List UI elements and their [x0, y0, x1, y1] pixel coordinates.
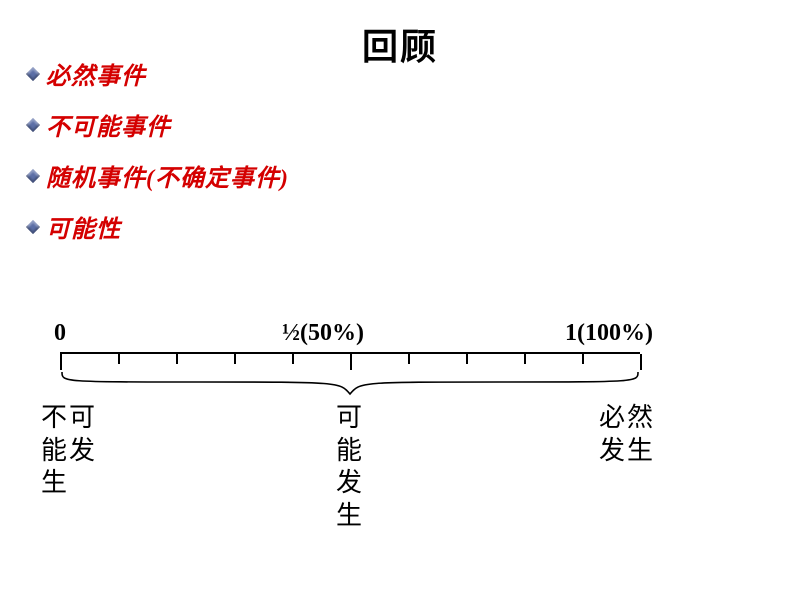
- diamond-icon: [26, 66, 40, 80]
- tick-major: [640, 354, 642, 370]
- label-certain: 必发 然生: [598, 402, 654, 467]
- bullet-item: 随机事件(不确定事件): [28, 158, 289, 193]
- bullet-text: 不可能事件: [46, 107, 171, 142]
- bullet-text: 必然事件: [46, 56, 146, 91]
- tick-minor: [234, 354, 236, 364]
- diamond-icon: [26, 117, 40, 131]
- tick-minor: [176, 354, 178, 364]
- scale-top-labels: 0 ½(50%) 1(100%): [60, 320, 680, 350]
- label-impossible: 不能生 可发: [40, 402, 96, 500]
- scale-brace: [60, 370, 680, 396]
- diamond-icon: [26, 168, 40, 182]
- brace-icon: [60, 370, 640, 396]
- tick-minor: [118, 354, 120, 364]
- scale-label-zero: 0: [54, 320, 66, 347]
- bullet-item: 不可能事件: [28, 107, 289, 142]
- bullet-text: 随机事件(不确定事件): [46, 158, 289, 193]
- probability-scale: 0 ½(50%) 1(100%) 不能生 可发 可能发生 必发 然生: [60, 320, 680, 402]
- tick-major: [60, 354, 62, 370]
- tick-major: [350, 354, 352, 370]
- diamond-icon: [26, 219, 40, 233]
- tick-minor: [524, 354, 526, 364]
- bullet-list: 必然事件 不可能事件 随机事件(不确定事件) 可能性: [28, 56, 289, 260]
- bullet-text: 可能性: [46, 209, 121, 244]
- tick-minor: [292, 354, 294, 364]
- bullet-item: 可能性: [28, 209, 289, 244]
- tick-minor: [582, 354, 584, 364]
- tick-minor: [408, 354, 410, 364]
- label-possible: 可能发生: [336, 402, 362, 532]
- scale-label-half: ½(50%): [282, 320, 364, 347]
- scale-label-one: 1(100%): [565, 320, 653, 347]
- bullet-item: 必然事件: [28, 56, 289, 91]
- tick-minor: [466, 354, 468, 364]
